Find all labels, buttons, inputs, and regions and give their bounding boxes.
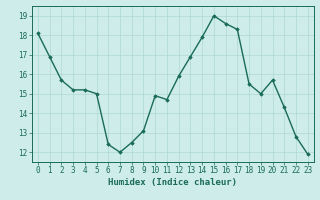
X-axis label: Humidex (Indice chaleur): Humidex (Indice chaleur) — [108, 178, 237, 187]
